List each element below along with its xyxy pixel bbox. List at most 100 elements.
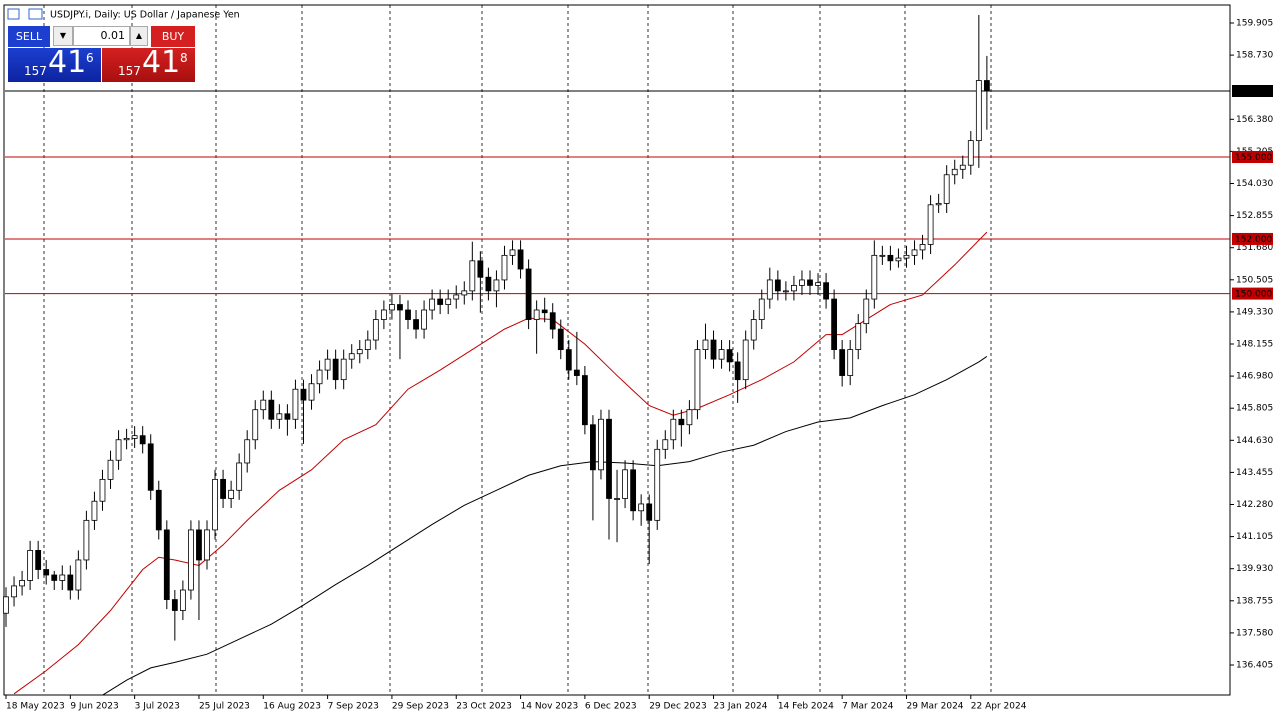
- candle-body: [171, 599, 178, 611]
- candle-body: [292, 388, 299, 420]
- y-tick-label: 152.855: [1236, 211, 1273, 221]
- candle-body: [630, 469, 637, 512]
- candle-body: [638, 503, 645, 512]
- candle-body: [943, 174, 950, 204]
- candle-body: [501, 254, 508, 281]
- y-tick-label: 148.155: [1236, 340, 1273, 350]
- menu-icon[interactable]: [7, 8, 20, 20]
- candle-body: [27, 549, 34, 581]
- candle-body: [83, 519, 90, 561]
- candle-body: [308, 383, 315, 401]
- candle-body: [614, 498, 620, 500]
- candle-body: [99, 478, 106, 502]
- candle-body: [228, 489, 235, 499]
- price-small: 6: [86, 51, 94, 65]
- candle-body: [155, 489, 162, 531]
- candle-body: [429, 298, 436, 311]
- candle-body: [823, 282, 829, 300]
- candle-body: [43, 569, 50, 576]
- candle-body: [236, 462, 243, 491]
- candle-body: [847, 349, 854, 376]
- candle-body: [179, 589, 186, 611]
- candle-body: [316, 369, 323, 385]
- candle-body: [622, 469, 628, 499]
- candle-body: [389, 304, 395, 311]
- y-tick-label: 142.280: [1236, 500, 1273, 510]
- candle-body: [774, 279, 781, 292]
- y-tick-label: 149.330: [1236, 307, 1273, 317]
- x-tick-label: 7 Mar 2024: [842, 702, 894, 712]
- candle-body: [115, 439, 122, 461]
- y-tick-label: 156.380: [1236, 115, 1273, 125]
- candle-body: [485, 276, 492, 292]
- candle-body: [397, 304, 403, 311]
- candle-body: [887, 254, 894, 262]
- candle-body: [911, 249, 918, 256]
- y-tick-label: 141.105: [1236, 532, 1273, 542]
- candle-body: [437, 298, 444, 305]
- y-tick-label: 159.905: [1236, 19, 1273, 29]
- buy-button[interactable]: BUY: [151, 26, 195, 47]
- candle-body: [807, 279, 813, 286]
- candle-body: [91, 500, 98, 521]
- y-tick-label: 145.805: [1236, 404, 1273, 414]
- volume-down[interactable]: ▼: [53, 26, 73, 46]
- y-tick-label: 139.930: [1236, 564, 1273, 574]
- price-big: 157: [24, 64, 47, 78]
- x-tick-label: 9 Jun 2023: [70, 702, 118, 712]
- candle-body: [260, 399, 267, 411]
- candle-body: [935, 203, 942, 206]
- candle-body: [871, 254, 878, 300]
- candle-body: [324, 358, 331, 371]
- candle-body: [19, 580, 25, 587]
- candle-body: [694, 349, 701, 411]
- candle-body: [654, 448, 661, 521]
- chart-icon[interactable]: [28, 8, 43, 20]
- volume-input[interactable]: 0.01: [73, 26, 130, 46]
- candle-body: [356, 349, 363, 355]
- volume-up[interactable]: ▲: [130, 26, 148, 46]
- candle-body: [252, 409, 259, 441]
- buy-price[interactable]: 157 41 8: [102, 45, 195, 82]
- candle-body: [461, 290, 468, 296]
- candle-body: [212, 478, 218, 531]
- candle-body: [421, 309, 427, 330]
- candle-body: [300, 388, 307, 401]
- level-label-box: [1232, 85, 1273, 98]
- sell-price[interactable]: 157 41 6: [8, 45, 101, 82]
- candle-body: [590, 424, 596, 471]
- level-label-box: [1232, 287, 1273, 300]
- chart-title: USDJPY.i, Daily: US Dollar / Japanese Ye…: [50, 10, 240, 21]
- candle-body: [477, 260, 484, 278]
- candle-body: [188, 529, 194, 591]
- candle-body: [855, 323, 862, 351]
- candle-body: [268, 399, 275, 420]
- plot-frame: [3, 4, 1231, 696]
- candle-body: [549, 312, 556, 330]
- candle-body: [51, 574, 58, 581]
- candle-body: [372, 319, 379, 341]
- candle-body: [196, 529, 202, 561]
- candle-body: [951, 168, 958, 176]
- candle-body: [107, 459, 114, 480]
- candle-body: [332, 358, 339, 381]
- candle-body: [533, 309, 540, 320]
- candle-body: [163, 529, 170, 600]
- candle-body: [734, 361, 741, 381]
- candle-body: [59, 574, 66, 581]
- level-label: 157.416: [1235, 87, 1272, 97]
- candle-body: [139, 435, 146, 445]
- candle-body: [662, 439, 669, 450]
- level-label: 150.000: [1235, 290, 1272, 300]
- x-tick-label: 29 Sep 2023: [392, 702, 449, 712]
- x-tick-label: 16 Aug 2023: [263, 702, 321, 712]
- candle-body: [782, 290, 789, 293]
- candle-body: [670, 418, 677, 441]
- candle-body: [11, 585, 17, 598]
- y-tick-label: 143.455: [1236, 468, 1273, 478]
- candle-body: [413, 319, 419, 330]
- sell-button[interactable]: SELL: [8, 26, 50, 47]
- y-tick-label: 158.730: [1236, 51, 1273, 61]
- candle-body: [959, 164, 966, 170]
- candle-body: [131, 435, 138, 439]
